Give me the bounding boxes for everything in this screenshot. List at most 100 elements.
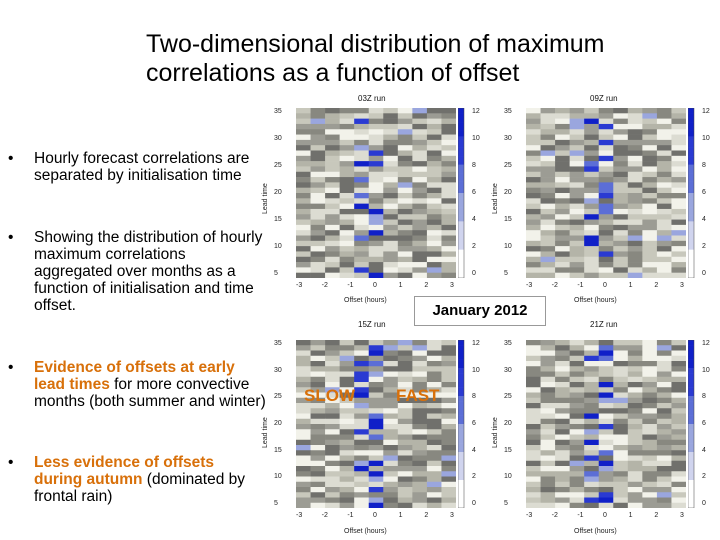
heatmap-cell — [627, 235, 643, 242]
heatmap-cell — [613, 198, 629, 204]
heatmap-cell — [296, 251, 311, 258]
heatmap-cell — [555, 392, 570, 399]
heatmap-cell — [540, 256, 556, 263]
colorbar — [458, 108, 465, 278]
heatmap-cell — [426, 445, 442, 451]
colorbar-segment — [688, 269, 694, 273]
heatmap-cell — [584, 139, 600, 146]
heatmap-cell — [656, 251, 672, 258]
colorbar-segment — [688, 471, 694, 475]
heatmap-cell — [296, 224, 311, 231]
heatmap-cell — [426, 418, 442, 425]
heatmap-cell — [354, 413, 370, 420]
heatmap-cell — [671, 413, 686, 420]
heatmap-cell — [397, 350, 413, 357]
y-ticks: 35 30 25 20 15 10 5 — [502, 108, 526, 278]
heatmap-cell — [325, 187, 340, 194]
heatmap-cell — [383, 466, 399, 472]
heatmap-cell — [642, 193, 658, 199]
heatmap-cell — [569, 224, 585, 231]
colorbar-ticks: 12 10 8 6 4 2 0 — [470, 108, 490, 278]
x-axis-label: Offset (hours) — [344, 297, 387, 304]
heatmap-cell — [426, 340, 442, 346]
heatmap-cell — [613, 267, 629, 273]
heatmap-cell — [526, 193, 541, 199]
colorbar-segment — [458, 412, 464, 416]
heatmap-cell — [368, 429, 384, 435]
heatmap-cell — [642, 455, 658, 462]
colorbar-segment — [688, 198, 694, 202]
colorbar-segment — [688, 161, 694, 165]
heatmap-cell — [656, 429, 672, 435]
heatmap-cell — [426, 182, 442, 188]
heatmap-cell — [310, 166, 326, 173]
heatmap-cell — [296, 387, 311, 393]
colorbar-segment — [688, 505, 694, 508]
heatmap-cell — [383, 193, 399, 199]
tick-label: 8 — [472, 162, 476, 169]
heatmap-cell — [671, 492, 686, 498]
colorbar-segment — [688, 412, 694, 416]
heatmap-cell — [296, 397, 311, 404]
heatmap-cell — [426, 397, 442, 404]
heatmap-cell — [584, 246, 600, 252]
colorbar-segment — [688, 435, 694, 439]
heatmap-cell — [627, 161, 643, 167]
heatmap-cell — [296, 345, 311, 351]
heatmap-cell — [526, 155, 541, 162]
heatmap-cell — [526, 123, 541, 130]
heatmap-cell — [325, 361, 340, 367]
heatmap-cell — [426, 439, 442, 446]
heatmap-cell — [656, 471, 672, 477]
tick-label: 15 — [504, 446, 512, 454]
heatmap-cell — [584, 129, 600, 135]
heatmap-cell — [368, 134, 384, 141]
heatmap-cell — [642, 187, 658, 194]
heatmap-cell — [441, 424, 456, 430]
heatmap-cell — [671, 355, 686, 362]
heatmap — [296, 108, 456, 278]
heatmap-cell — [671, 155, 686, 162]
colorbar-segment — [688, 348, 694, 352]
heatmap-cell — [613, 224, 629, 231]
heatmap-cell — [526, 434, 541, 441]
colorbar-segment — [688, 221, 694, 225]
heatmap-cell — [656, 408, 672, 414]
heatmap-cell — [569, 177, 585, 183]
heatmap-cell — [354, 235, 370, 242]
heatmap-cell — [339, 230, 355, 236]
heatmap-cell — [540, 150, 556, 157]
colorbar-segment — [688, 156, 694, 160]
heatmap-cell — [296, 246, 311, 252]
heatmap-cell — [325, 134, 340, 141]
heatmap-cell — [598, 145, 614, 151]
heatmap-cell — [613, 177, 629, 183]
heatmap-cell — [656, 230, 672, 236]
heatmap-cell — [426, 256, 442, 263]
heatmap-cell — [671, 466, 686, 472]
heatmap-cell — [296, 177, 311, 183]
heatmap-cell — [526, 471, 541, 477]
colorbar-segment — [688, 499, 694, 503]
heatmap-cell — [656, 481, 672, 488]
colorbar-segment — [458, 229, 464, 233]
heatmap-cell — [310, 246, 326, 252]
heatmap-cell — [325, 350, 340, 357]
heatmap-cell — [526, 345, 541, 351]
heatmap-cell — [441, 418, 456, 425]
heatmap-cell — [569, 397, 585, 404]
heatmap-cell — [412, 418, 428, 425]
heatmap-cell — [354, 487, 370, 493]
heatmap-cell — [569, 492, 585, 498]
heatmap-cell — [584, 256, 600, 263]
heatmap-cell — [526, 497, 541, 504]
heatmap-cell — [426, 129, 442, 135]
colorbar-segment — [458, 195, 464, 199]
heatmap-cell — [310, 376, 326, 383]
heatmap-cell — [569, 208, 585, 215]
heatmap-cell — [310, 262, 326, 268]
tick-label: 4 — [472, 216, 476, 223]
heatmap-cell — [540, 230, 556, 236]
heatmap-cell — [555, 497, 570, 504]
heatmap-cell — [613, 272, 629, 278]
